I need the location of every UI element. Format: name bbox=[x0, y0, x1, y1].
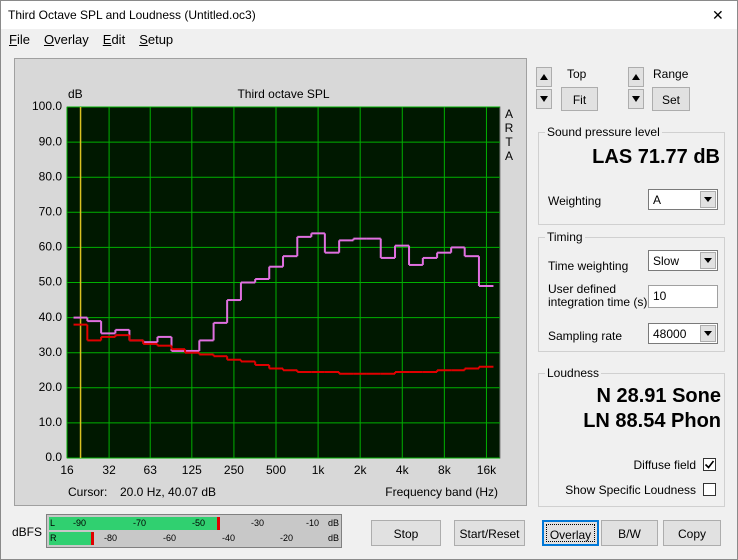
integration-input[interactable]: 10 bbox=[648, 285, 718, 308]
range-down[interactable] bbox=[628, 89, 644, 109]
menu-item[interactable]: File bbox=[9, 32, 30, 47]
button[interactable]: Start/Reset bbox=[454, 520, 525, 546]
chart-title: Third octave SPL bbox=[237, 87, 329, 101]
meter-scale: -90 bbox=[73, 518, 87, 528]
y-tick-label: 80.0 bbox=[39, 169, 63, 183]
meter-scale: dB bbox=[328, 518, 340, 528]
channel-label: R bbox=[50, 533, 57, 543]
cursor-label: Cursor: bbox=[68, 485, 107, 499]
close-button[interactable]: ✕ bbox=[712, 7, 724, 23]
timing-group: Timing bbox=[538, 230, 725, 352]
title-bar bbox=[1, 1, 737, 29]
meter-scale: dB bbox=[328, 533, 340, 543]
loudness-ln: LN 88.54 Phon bbox=[583, 410, 721, 432]
check-mark bbox=[704, 460, 715, 469]
menu-item[interactable]: Setup bbox=[139, 32, 174, 47]
meter-scale: -60 bbox=[163, 533, 177, 543]
top-up[interactable] bbox=[536, 67, 552, 87]
button[interactable]: Stop bbox=[371, 520, 441, 546]
set-button[interactable]: Set bbox=[652, 87, 690, 111]
menu-bar: File Overlay Edit Setup bbox=[9, 32, 187, 47]
meter-peak bbox=[91, 532, 94, 545]
y-tick-label: 60.0 bbox=[39, 240, 63, 254]
meter-scale: -10 bbox=[306, 518, 320, 528]
meter-peak bbox=[217, 517, 220, 530]
meter-level bbox=[49, 532, 91, 545]
x-tick-label: 63 bbox=[144, 463, 158, 477]
cursor-value: 20.0 Hz, 40.07 dB bbox=[120, 485, 216, 499]
sampling-select[interactable]: 48000 bbox=[648, 323, 718, 344]
window-title: Third Octave SPL and Loudness (Untitled.… bbox=[8, 8, 256, 22]
weighting-select[interactable]: A bbox=[648, 189, 718, 210]
spl-reading: LAS 71.77 dB bbox=[592, 146, 720, 168]
y-tick-label: 90.0 bbox=[39, 134, 63, 148]
x-tick-label: 4k bbox=[396, 463, 410, 477]
y-tick-label: 50.0 bbox=[39, 275, 63, 289]
group-caption: Timing bbox=[545, 230, 585, 244]
y-tick-label: 0.0 bbox=[45, 450, 62, 464]
button[interactable]: Overlay bbox=[542, 520, 599, 546]
menu-item[interactable]: Overlay bbox=[43, 32, 89, 47]
y-tick-label: 30.0 bbox=[39, 345, 63, 359]
meter-scale: -80 bbox=[104, 533, 118, 543]
group-caption: Sound pressure level bbox=[545, 125, 662, 139]
y-tick-label: 20.0 bbox=[39, 380, 63, 394]
meter-scale: -70 bbox=[133, 518, 147, 528]
fit-button[interactable]: Fit bbox=[561, 87, 598, 111]
x-tick-label: 1k bbox=[312, 463, 326, 477]
select-value: A bbox=[653, 193, 662, 207]
loudness-group: Loudness bbox=[538, 366, 725, 507]
meter-scale: -30 bbox=[251, 518, 265, 528]
specific-checkbox[interactable] bbox=[703, 483, 716, 496]
x-tick-label: 16 bbox=[60, 463, 74, 477]
group-caption: Loudness bbox=[545, 366, 602, 380]
x-tick-label: 250 bbox=[224, 463, 244, 477]
x-tick-label: 32 bbox=[102, 463, 116, 477]
diffuse-label: Diffuse field bbox=[633, 458, 696, 472]
menu-item[interactable]: Edit bbox=[102, 32, 126, 47]
meter-scale: -50 bbox=[192, 518, 206, 528]
integration-label: User defined integration time (s) bbox=[548, 282, 648, 309]
button[interactable]: B/W bbox=[601, 520, 658, 546]
y-tick-label: 40.0 bbox=[39, 310, 63, 324]
weighting-label: Weighting bbox=[548, 194, 602, 208]
time-weighting-select[interactable]: Slow bbox=[648, 250, 718, 271]
x-axis-label: Frequency band (Hz) bbox=[385, 485, 498, 499]
x-tick-label: 125 bbox=[182, 463, 202, 477]
top-label: Top bbox=[567, 67, 587, 81]
x-tick-label: 500 bbox=[266, 463, 286, 477]
meter-scale: -20 bbox=[280, 533, 294, 543]
time-weighting-label: Time weighting bbox=[548, 259, 629, 273]
loudness-n: N 28.91 Sone bbox=[596, 385, 721, 407]
select-value: 48000 bbox=[653, 327, 687, 341]
sampling-label: Sampling rate bbox=[548, 329, 623, 343]
meter-label: dBFS bbox=[12, 525, 43, 539]
range-label: Range bbox=[653, 67, 689, 81]
button[interactable]: Copy bbox=[663, 520, 721, 546]
meter-scale: -40 bbox=[222, 533, 236, 543]
x-tick-label: 8k bbox=[438, 463, 452, 477]
y-tick-label: 10.0 bbox=[39, 415, 63, 429]
y-tick-label: 100.0 bbox=[32, 99, 62, 113]
x-tick-label: 16k bbox=[477, 463, 497, 477]
top-down[interactable] bbox=[536, 89, 552, 109]
y-axis-label: dB bbox=[68, 87, 83, 101]
meter-level bbox=[49, 517, 217, 530]
y-tick-label: 70.0 bbox=[39, 204, 63, 218]
range-up[interactable] bbox=[628, 67, 644, 87]
select-value: Slow bbox=[653, 254, 680, 268]
input-value: 10 bbox=[653, 289, 667, 303]
diffuse-checkbox[interactable] bbox=[703, 458, 716, 471]
channel-label: L bbox=[50, 518, 56, 528]
specific-label: Show Specific Loudness bbox=[565, 483, 696, 497]
x-tick-label: 2k bbox=[354, 463, 368, 477]
spl-group: Sound pressure level bbox=[538, 125, 725, 225]
side-label: ARTA bbox=[502, 107, 516, 163]
chart: 0.0 10.0 20.0 30.0 40.0 50.0 60.0 70.0 80.0 90.0 1… bbox=[32, 87, 501, 499]
